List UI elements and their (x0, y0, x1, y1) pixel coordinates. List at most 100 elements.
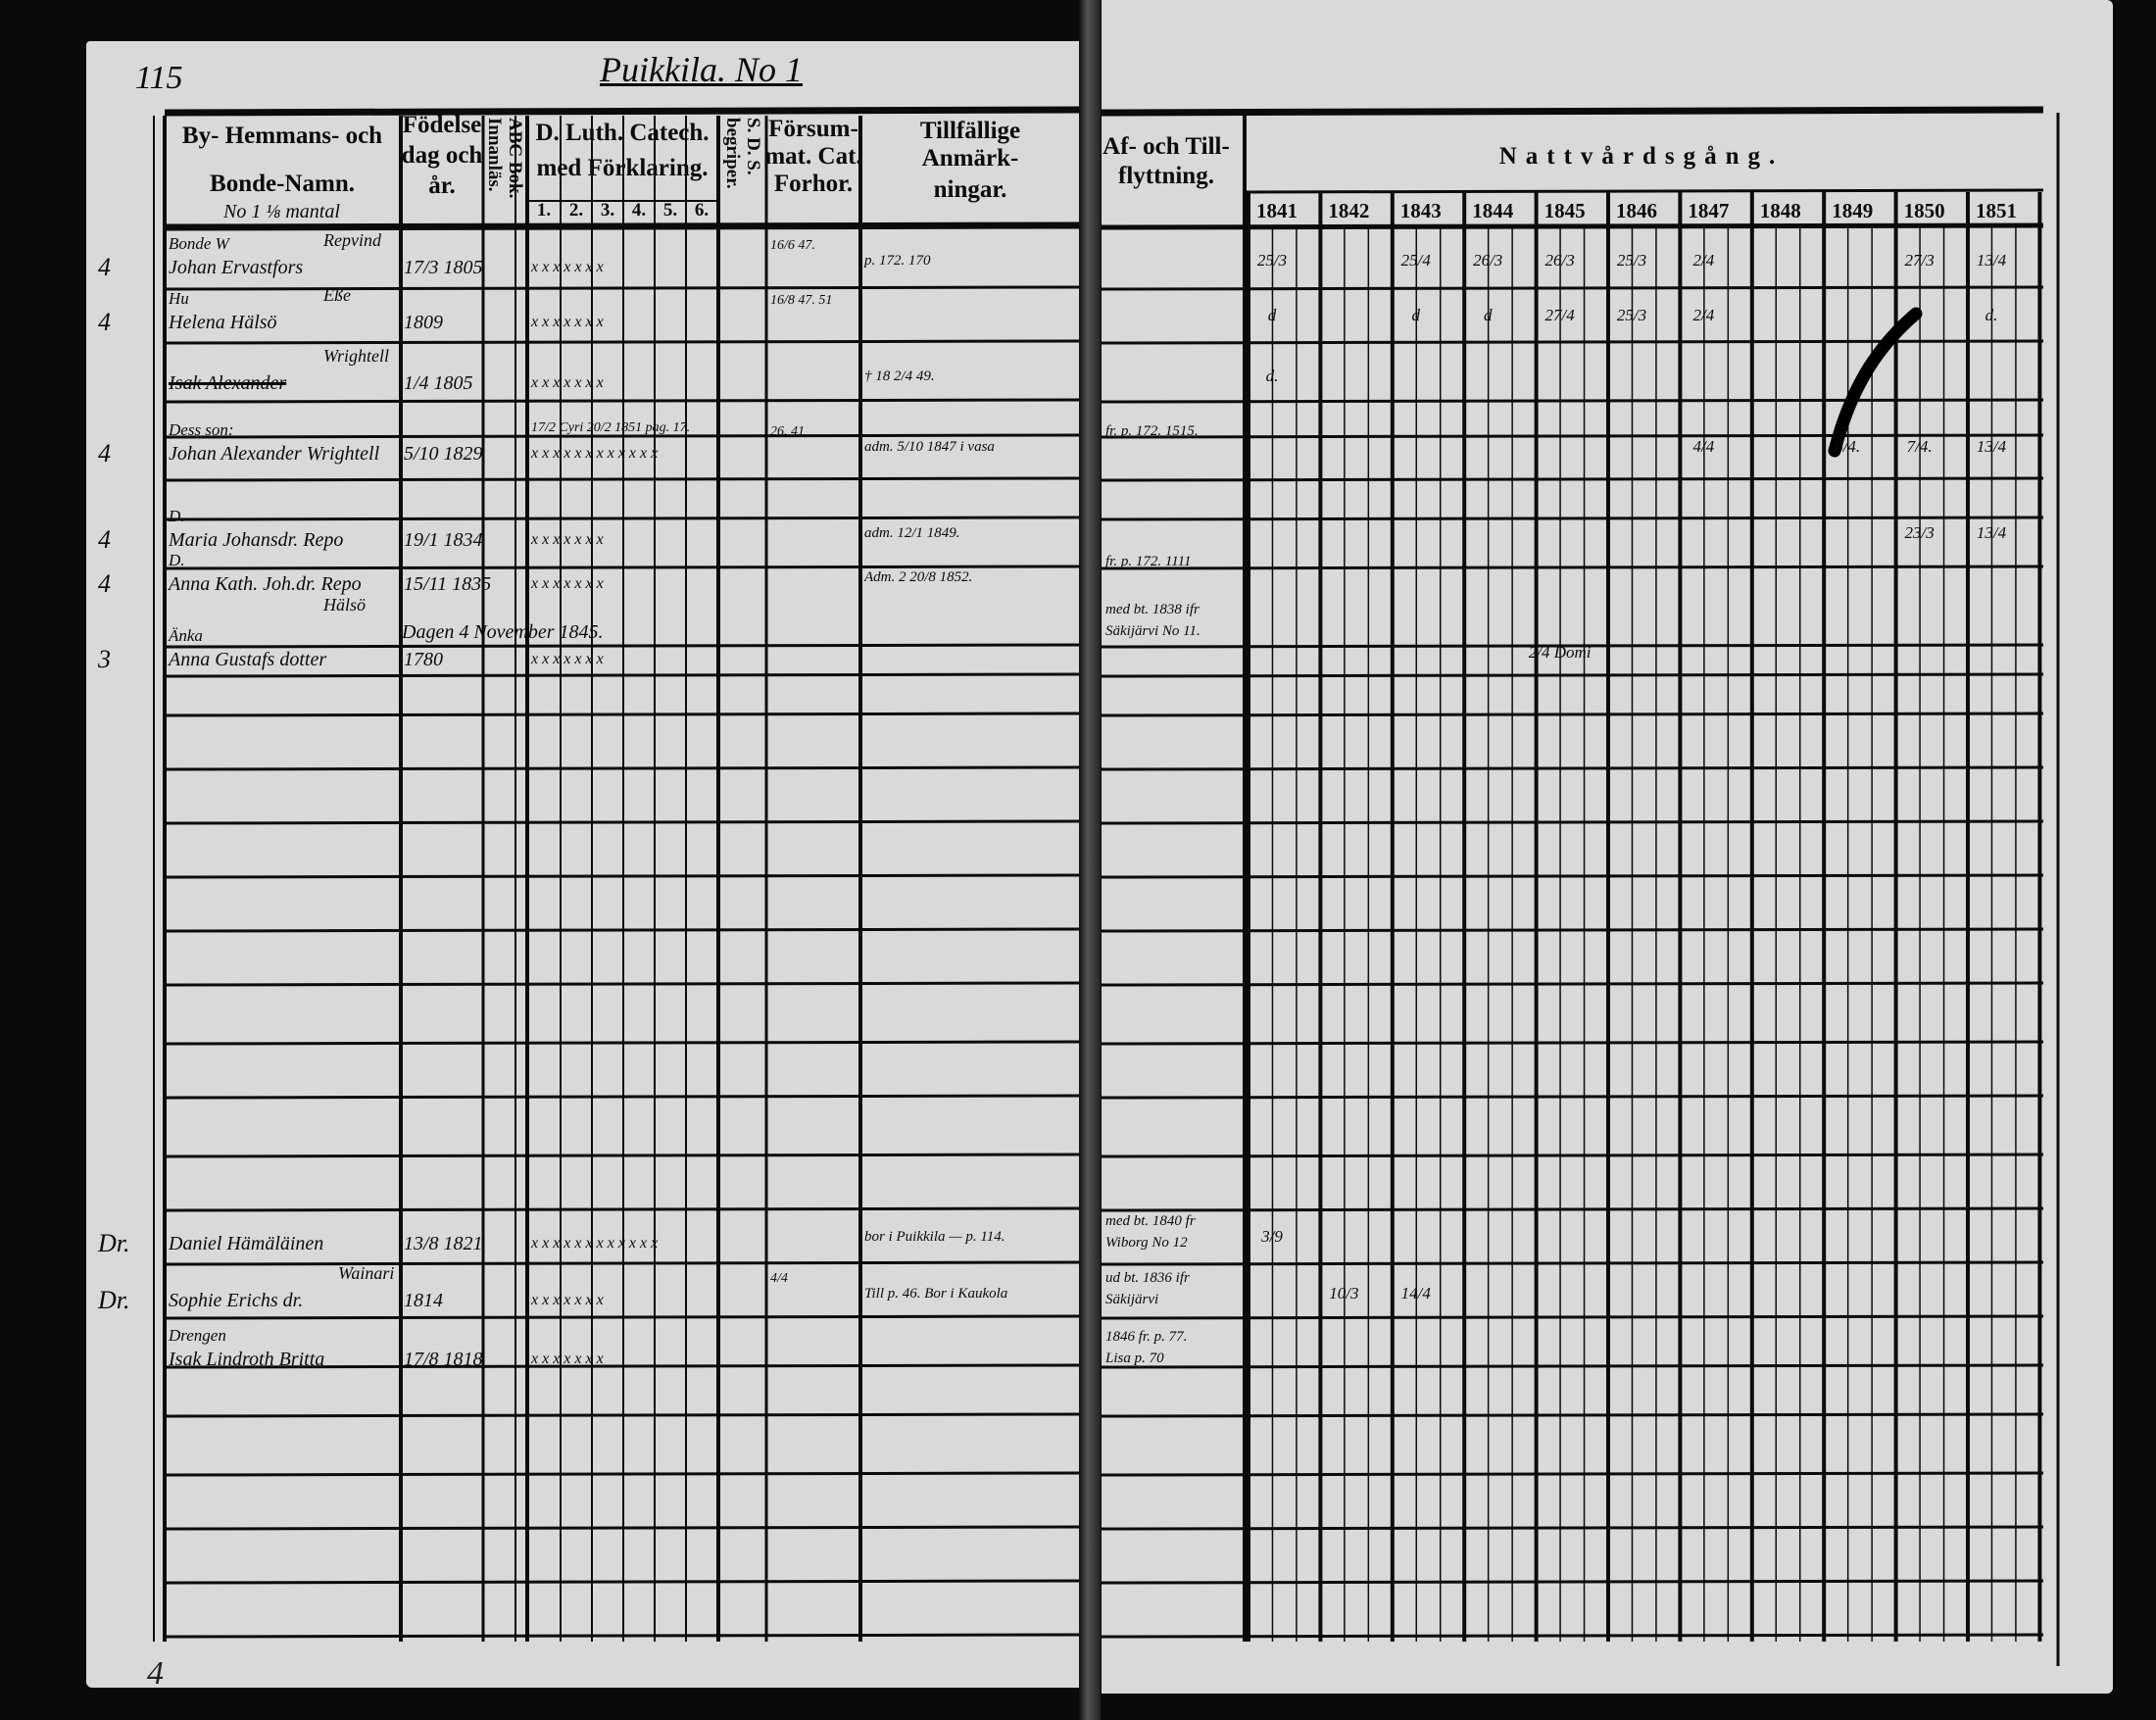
row-rule (164, 1471, 1080, 1477)
row-rule (164, 433, 1080, 439)
row-rule (1101, 873, 2044, 879)
row-rule (164, 1040, 1080, 1046)
entry-name: Anna Kath. Joh.dr. Repo (169, 573, 362, 595)
entry-title: D. (169, 551, 185, 569)
year-label: 1851 (1976, 199, 2017, 222)
header-communion: Nattvårdsgång. (1498, 143, 1785, 170)
communion-mark: 10/3 (1329, 1284, 1359, 1302)
entry-name: Daniel Hämäläinen (169, 1233, 324, 1254)
communion-mark: 27/4 (1544, 306, 1575, 324)
communion-mark: 2/4 (1692, 306, 1715, 324)
year-label: 1846 (1616, 199, 1657, 222)
header-neglect-3: Forhor. (773, 171, 854, 197)
communion-mark: 7/4. (1906, 437, 1933, 456)
entry-name: Helena Hälsö (169, 312, 277, 333)
entry-above-note: Hälsö (323, 595, 367, 614)
entry-remarks: † 18 2/4 49. (864, 369, 935, 384)
entry-birth: 15/11 1835 (404, 573, 492, 595)
row-rule (164, 565, 1080, 570)
row-rule (1101, 927, 2044, 933)
move-entry: Säkijärvi No 11. (1105, 623, 1200, 639)
communion-mark: d (1411, 306, 1421, 324)
entry-margin-mark: 4 (98, 525, 111, 554)
entry-catechism: x x x x x x x (531, 259, 604, 275)
row-rule (164, 672, 1080, 678)
entry-neglect: 16/8 47. 51 (770, 293, 833, 308)
entry-birth: 17/3 1805 (404, 257, 483, 278)
header-remarks-1: Tillfällige Anmärk- (919, 118, 1021, 172)
entry-neglect: 26. 41 (770, 424, 805, 439)
communion-mark: 2/4 Domi (1528, 643, 1592, 662)
catech-col-3: 3. (600, 200, 615, 221)
row-rule (1101, 1412, 2044, 1418)
header-top-rule (164, 106, 1080, 117)
entry-catechism: x x x x x x x x x x x x (531, 1235, 659, 1252)
row-rule (1101, 1471, 2044, 1477)
row-rule (164, 873, 1080, 879)
row-rule (1101, 1040, 2044, 1046)
row-rule (1101, 339, 2044, 345)
entry-title: Drengen (169, 1326, 226, 1345)
entry-remarks: p. 172. 170 (864, 253, 931, 269)
row-rule (1101, 1153, 2044, 1158)
entry-catechism: x x x x x x x (531, 1292, 604, 1308)
header-neglect-1: Försum- (768, 116, 858, 142)
row-rule (1101, 433, 2044, 439)
row-rule (164, 981, 1080, 987)
move-entry: 1846 fr. p. 77. (1105, 1329, 1188, 1345)
year-label: 1841 (1256, 199, 1298, 222)
header-abc: ABC Bok. Innanläs. (484, 118, 525, 199)
row-rule (164, 712, 1080, 717)
row-rule (1101, 981, 2044, 987)
row-rule (164, 643, 1080, 649)
communion-mark: 25/3 (1616, 306, 1647, 324)
ink-stroke (1828, 307, 1923, 458)
row-rule (164, 285, 1080, 291)
move-entry: med bt. 1840 fr (1105, 1213, 1196, 1229)
row-rule (164, 516, 1080, 521)
communion-mark: 27/3 (1904, 251, 1935, 270)
row-rule (164, 339, 1080, 345)
year-label: 1850 (1903, 199, 1945, 222)
entry-neglect: 16/6 47. (770, 238, 815, 253)
year-label: 1849 (1832, 199, 1874, 222)
entry-above-note: Eße (323, 285, 351, 305)
communion-mark: 25/4 (1400, 251, 1431, 270)
entry-birth: 17/8 1818 (404, 1349, 483, 1370)
row-rule (164, 1579, 1080, 1585)
row-rule (164, 1412, 1080, 1418)
communion-mark: 26/3 (1473, 251, 1503, 270)
catech-col-2: 2. (568, 200, 584, 221)
row-rule (164, 765, 1080, 771)
communion-mark: d. (1265, 367, 1279, 385)
entry-margin-mark: 4 (98, 308, 111, 336)
header-sds: S. D. S. begriper. (722, 118, 763, 189)
header-bottom-rule (1101, 222, 2044, 230)
row-rule (164, 1525, 1080, 1531)
entry-remarks: adm. 12/1 1849. (864, 525, 960, 541)
entry-name: Anna Gustafs dotter (169, 649, 327, 670)
entry-margin-mark: 4 (98, 439, 111, 467)
row-rule (1101, 672, 2044, 678)
entry-name: Maria Johansdr. Repo (169, 529, 344, 551)
entry-name: Johan Alexander Wrightell (169, 443, 380, 465)
row-rule (1101, 1633, 2044, 1639)
row-rule (1101, 476, 2044, 482)
entry-title: Bonde W (169, 234, 229, 253)
entry-margin-mark: Dr. (98, 1286, 130, 1314)
entry-remarks: Till p. 46. Bor i Kaukola (864, 1286, 1008, 1302)
header-name-line2: Bonde-Namn. (210, 171, 355, 197)
row-rule (1101, 1363, 2044, 1369)
entry-note: 17/2 Cyri 20/2 1851 pag. 17. (531, 420, 691, 435)
row-rule (1101, 516, 2044, 521)
move-entry: Säkijärvi (1105, 1292, 1159, 1307)
row-rule (164, 927, 1080, 933)
header-name-note: No 1 ⅛ mantal (223, 201, 340, 222)
communion-mark: 13/4 (1976, 437, 2007, 456)
row-rule (164, 1206, 1080, 1212)
entry-above-note: Wainari (338, 1263, 395, 1283)
move-entry: med bt. 1838 ifr (1105, 602, 1200, 617)
entry-catechism: x x x x x x x (531, 314, 604, 330)
row-rule (1101, 398, 2044, 404)
